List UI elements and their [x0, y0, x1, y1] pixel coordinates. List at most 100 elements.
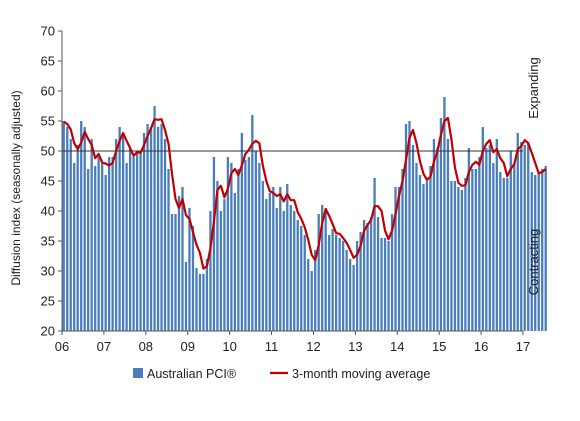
bar-120: [481, 127, 484, 331]
x-tick-label-06: 06: [55, 339, 69, 354]
bar-68: [300, 226, 303, 331]
bar-50: [237, 169, 240, 331]
bar-124: [495, 139, 498, 331]
bar-42: [209, 211, 212, 331]
bar-96: [397, 187, 401, 331]
x-tick-label-16: 16: [474, 339, 488, 354]
bar-92: [383, 238, 387, 331]
bar-20: [132, 157, 135, 331]
bar-112: [453, 181, 457, 331]
bar-84: [355, 241, 359, 331]
y-tick-label-25: 25: [41, 294, 55, 309]
bar-109: [443, 97, 446, 331]
axes: 20 25 30 35 40 45 50 55 60 65 70 06 07 08 09 10 11 12 13 14…: [41, 24, 531, 355]
bar-43: [212, 157, 216, 331]
bar-67: [296, 220, 299, 331]
bar-86: [362, 220, 366, 331]
bar-89: [373, 178, 376, 331]
bar-4: [76, 145, 79, 331]
bar-93: [387, 241, 390, 331]
expanding-label: Expanding: [526, 57, 541, 118]
bar-87: [366, 223, 369, 331]
bar-138: [544, 166, 547, 331]
bar-80: [341, 241, 345, 331]
bar-113: [457, 187, 460, 331]
bar-95: [394, 187, 397, 331]
axis-labels: Diffusion index (seasonally adjusted) Ex…: [9, 57, 541, 295]
bar-134: [530, 172, 533, 331]
contracting-label: Contracting: [526, 229, 541, 295]
bar-59: [268, 193, 271, 331]
bar-115: [464, 178, 467, 331]
bar-36: [188, 208, 191, 331]
bar-63: [282, 211, 285, 331]
bar-83: [352, 265, 355, 331]
bar-66: [293, 211, 296, 331]
bar-11: [101, 163, 104, 331]
bar-70: [307, 259, 310, 331]
bar-97: [401, 169, 404, 331]
bar-2: [69, 139, 72, 331]
bar-98: [404, 124, 408, 331]
bar-78: [335, 235, 338, 331]
bar-51: [240, 133, 244, 331]
bar-41: [205, 259, 209, 331]
bar-8: [90, 139, 93, 331]
bar-77: [331, 229, 334, 331]
bar-117: [471, 169, 474, 331]
bar-5: [80, 121, 83, 331]
bar-3: [73, 163, 76, 331]
bar-99: [408, 121, 411, 331]
bar-121: [485, 148, 488, 331]
bar-110: [446, 139, 450, 331]
x-tick-label-07: 07: [97, 339, 111, 354]
y-tick-label-40: 40: [41, 204, 55, 219]
bar-73: [317, 214, 320, 331]
y-tick-label-65: 65: [41, 54, 55, 69]
x-tick-label-14: 14: [390, 339, 404, 354]
bar-12: [104, 175, 107, 331]
bar-60: [272, 187, 275, 331]
bar-119: [478, 157, 481, 331]
y-tick-label-50: 50: [41, 144, 55, 159]
bar-90: [376, 217, 380, 331]
x-tick-label-15: 15: [432, 339, 446, 354]
bar-61: [275, 208, 278, 331]
bar-127: [506, 178, 509, 331]
bar-108: [439, 118, 443, 331]
bar-22: [139, 151, 142, 331]
bar-74: [321, 205, 324, 331]
x-tick-label-17: 17: [516, 339, 530, 354]
y-tick-label-60: 60: [41, 84, 55, 99]
bar-17: [121, 133, 125, 331]
bar-13: [108, 157, 111, 331]
bar-64: [286, 184, 289, 331]
bar-27: [156, 127, 160, 331]
bar-55: [254, 151, 257, 331]
bar-32: [174, 214, 177, 331]
y-tick-label-55: 55: [41, 114, 55, 129]
bar-130: [516, 133, 519, 331]
bar-15: [114, 139, 118, 331]
bar-94: [390, 214, 394, 331]
legend-label-australian-pci: Australian PCI®: [147, 367, 237, 381]
bar-79: [338, 238, 341, 331]
bar-57: [261, 181, 264, 331]
bar-122: [488, 145, 491, 331]
moving-average-line: [63, 116, 547, 270]
bar-9: [94, 166, 97, 331]
bar-69: [303, 235, 306, 331]
bar-123: [492, 163, 495, 331]
bar-30: [167, 169, 170, 331]
bar-133: [527, 142, 530, 331]
x-tick-label-10: 10: [222, 339, 236, 354]
bar-18: [125, 163, 128, 331]
bar-102: [418, 175, 422, 331]
bar-116: [467, 148, 471, 331]
bar-54: [251, 115, 254, 331]
y-axis-title: Diffusion index (seasonally adjusted): [9, 90, 23, 285]
y-tick-label-30: 30: [41, 264, 55, 279]
bar-106: [432, 139, 436, 331]
bar-129: [513, 163, 516, 331]
